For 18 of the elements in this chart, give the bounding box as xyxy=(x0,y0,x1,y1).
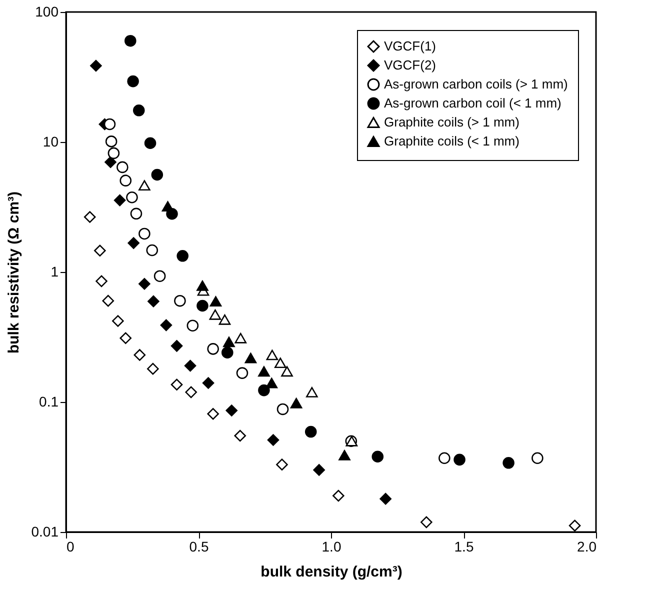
x-tick-label: 1.5 xyxy=(454,538,474,554)
legend-label: As-grown carbon coils (> 1 mm) xyxy=(384,76,568,92)
y-tick-label: 100 xyxy=(35,4,59,20)
y-axis-title: bulk resistivity (Ω cm³) xyxy=(5,191,22,354)
x-tick-label: 2.0 xyxy=(577,538,597,554)
y-tick-label: 1 xyxy=(50,264,59,280)
x-tick-label: 0.5 xyxy=(189,538,209,554)
legend-label: As-grown carbon coil (< 1 mm) xyxy=(384,96,562,110)
legend-label: VGCF(1) xyxy=(384,38,436,54)
legend-label: Graphite coils (> 1 mm) xyxy=(384,114,520,130)
y-tick-label: 0.01 xyxy=(31,524,59,540)
x-axis-title: bulk density (g/cm³) xyxy=(260,564,402,580)
legend-label: Graphite coils (< 1 mm) xyxy=(384,134,520,148)
legend-label: VGCF(2) xyxy=(384,58,436,72)
x-tick-label: 1.0 xyxy=(322,538,342,554)
y-tick-label: 10 xyxy=(42,134,59,150)
x-tick-label: 0 xyxy=(66,538,74,554)
y-tick-label: 0.1 xyxy=(39,394,59,410)
